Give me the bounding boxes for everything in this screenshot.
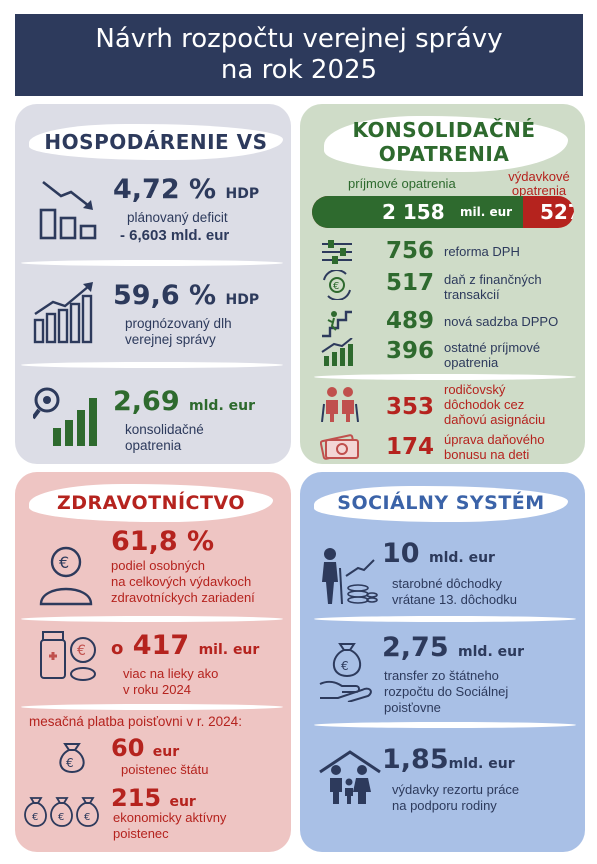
pensions-value: 10 mld. eur xyxy=(382,538,495,569)
share-label: podiel osobných na celkových výdavkoch z… xyxy=(111,558,255,605)
title-brush xyxy=(314,486,568,522)
svg-text:€: € xyxy=(32,812,38,823)
elderly-couple-icon xyxy=(321,387,359,422)
divider xyxy=(21,362,283,368)
header-title-line2: na rok 2025 xyxy=(220,55,378,85)
svg-text:€: € xyxy=(58,812,64,823)
active-value: 215 eur xyxy=(111,784,196,812)
divider xyxy=(314,616,576,622)
svg-text:€: € xyxy=(59,553,69,572)
divider xyxy=(314,374,576,380)
pensioner-coins-icon xyxy=(322,548,378,605)
expense-label: výdavkové opatrenia xyxy=(508,169,570,198)
measure-label: ostatné príjmové opatrenia xyxy=(444,340,541,370)
title-brush xyxy=(324,116,568,172)
consolidation-label2: opatrenia xyxy=(125,438,182,453)
monthly-label: mesačná platba poisťovni v r. 2024: xyxy=(29,714,242,729)
revenue-bar-fill xyxy=(312,196,523,228)
state-value: 60 eur xyxy=(111,734,180,762)
measure-amount: 756 xyxy=(386,238,435,264)
measure-amount: 353 xyxy=(386,394,435,420)
hand-money-bag-icon: € xyxy=(319,643,372,702)
measure-amount: 517 xyxy=(386,270,435,296)
divider xyxy=(21,260,283,266)
panel-title: SOCIÁLNY SYSTÉM xyxy=(337,492,545,514)
panel-zdravotnictvo: ZDRAVOTNÍCTVO € 61,8 % podiel osobných n… xyxy=(15,472,291,852)
measure-label: reforma DPH xyxy=(444,244,520,259)
currency-exchange-icon: € xyxy=(323,270,351,300)
title-brush xyxy=(29,484,273,522)
header-title-line1: Návrh rozpočtu verejnej správy xyxy=(95,24,503,54)
panel-konsolidacne: KONSOLIDAČNÉ OPATRENIA príjmové opatreni… xyxy=(300,104,585,464)
panel-title: KONSOLIDAČNÉ OPATRENIA xyxy=(352,118,536,166)
revenue-total: 2 158 xyxy=(382,200,445,224)
debt-label2: verejnej správy xyxy=(125,332,216,347)
panel-hospodarenie: HOSPODÁRENIE VS 4,72 % HDP plánovaný def… xyxy=(15,104,291,464)
measure-row: 353 rodičovský dôchodok cez daňovú asignác… xyxy=(308,382,578,427)
active-label: ekonomicky aktívny poistenec xyxy=(113,810,227,841)
share-value: 61,8 % xyxy=(111,526,215,557)
divider xyxy=(314,722,576,728)
family-house-icon xyxy=(319,750,381,804)
measure-label: nová sadzba DPPO xyxy=(444,314,559,329)
svg-text:€: € xyxy=(77,643,86,659)
family-label: výdavky rezortu práce na podporu rodiny xyxy=(392,782,520,813)
consolidation-value: 2,69 mld. eur xyxy=(113,386,255,417)
gear-growth-icon xyxy=(33,387,97,446)
panel-title: HOSPODÁRENIE VS xyxy=(44,130,268,154)
falling-chart-icon xyxy=(39,180,97,240)
money-bag-icon: € xyxy=(59,743,85,774)
growth-bars-icon xyxy=(321,338,353,366)
person-euro-icon: € xyxy=(39,546,93,606)
deficit-value: 4,72 % HDP xyxy=(113,174,260,205)
money-bags-icon: € € € xyxy=(24,797,99,827)
drugs-value: o 417 mil. eur xyxy=(111,630,260,661)
drugs-label: viac na lieky ako v roku 2024 xyxy=(123,666,219,697)
pensions-label: starobné dôchodky vrátane 13. dôchodku xyxy=(392,576,518,607)
transfer-label: transfer zo štátneho rozpočtu do Sociáln… xyxy=(384,668,509,715)
sliders-icon xyxy=(322,240,352,264)
measure-label: úprava daňového bonusu na deti xyxy=(444,432,545,462)
measure-row: € 517 daň z finančných transakcií xyxy=(308,270,578,302)
measure-row: 756 reforma DPH xyxy=(308,238,578,268)
title-brush xyxy=(29,124,283,160)
debt-value: 59,6 % HDP xyxy=(113,280,260,311)
measure-row: 489 nová sadzba DPPO xyxy=(308,308,578,338)
measure-row: 396 ostatné príjmové opatrenia xyxy=(308,338,578,370)
measure-label: rodičovský dôchodok cez daňovú asignáciu xyxy=(444,382,546,427)
measure-amount: 489 xyxy=(386,308,435,334)
bar-unit: mil. eur xyxy=(460,205,513,219)
measure-amount: 396 xyxy=(386,338,435,364)
climbing-person-icon xyxy=(322,310,352,338)
measure-amount: 174 xyxy=(386,434,435,460)
debt-label1: prognózovaný dlh xyxy=(125,316,232,331)
page-header: Návrh rozpočtu verejnej správy na rok 20… xyxy=(15,14,583,96)
measures-total-bar: 2 158 mil. eur 527 xyxy=(312,196,574,228)
measure-label: daň z finančných transakcií xyxy=(444,272,542,302)
panel-socialny: SOCIÁLNY SYSTÉM 10 mld. eur starobné dôc… xyxy=(300,472,585,852)
banknotes-icon xyxy=(320,434,359,460)
expense-total: 527 xyxy=(540,200,574,224)
revenue-label: príjmové opatrenia xyxy=(348,176,456,191)
svg-text:€: € xyxy=(84,812,90,823)
rising-chart-icon xyxy=(33,282,93,344)
consolidation-label1: konsolidačné xyxy=(125,422,204,437)
deficit-amount: - 6,603 mld. eur xyxy=(120,227,230,244)
svg-text:€: € xyxy=(333,281,339,292)
measure-row: 174 úprava daňového bonusu na deti xyxy=(308,430,578,462)
medicine-icon: € xyxy=(40,631,96,681)
divider xyxy=(21,616,283,622)
family-value: 1,85mld. eur xyxy=(382,744,515,775)
svg-text:€: € xyxy=(341,659,349,673)
state-label: poistenec štátu xyxy=(121,762,209,777)
divider xyxy=(21,704,283,710)
deficit-label: plánovaný deficit xyxy=(127,210,228,225)
transfer-value: 2,75 mld. eur xyxy=(382,632,524,663)
panel-title: ZDRAVOTNÍCTVO xyxy=(57,492,245,514)
svg-text:€: € xyxy=(66,756,74,770)
